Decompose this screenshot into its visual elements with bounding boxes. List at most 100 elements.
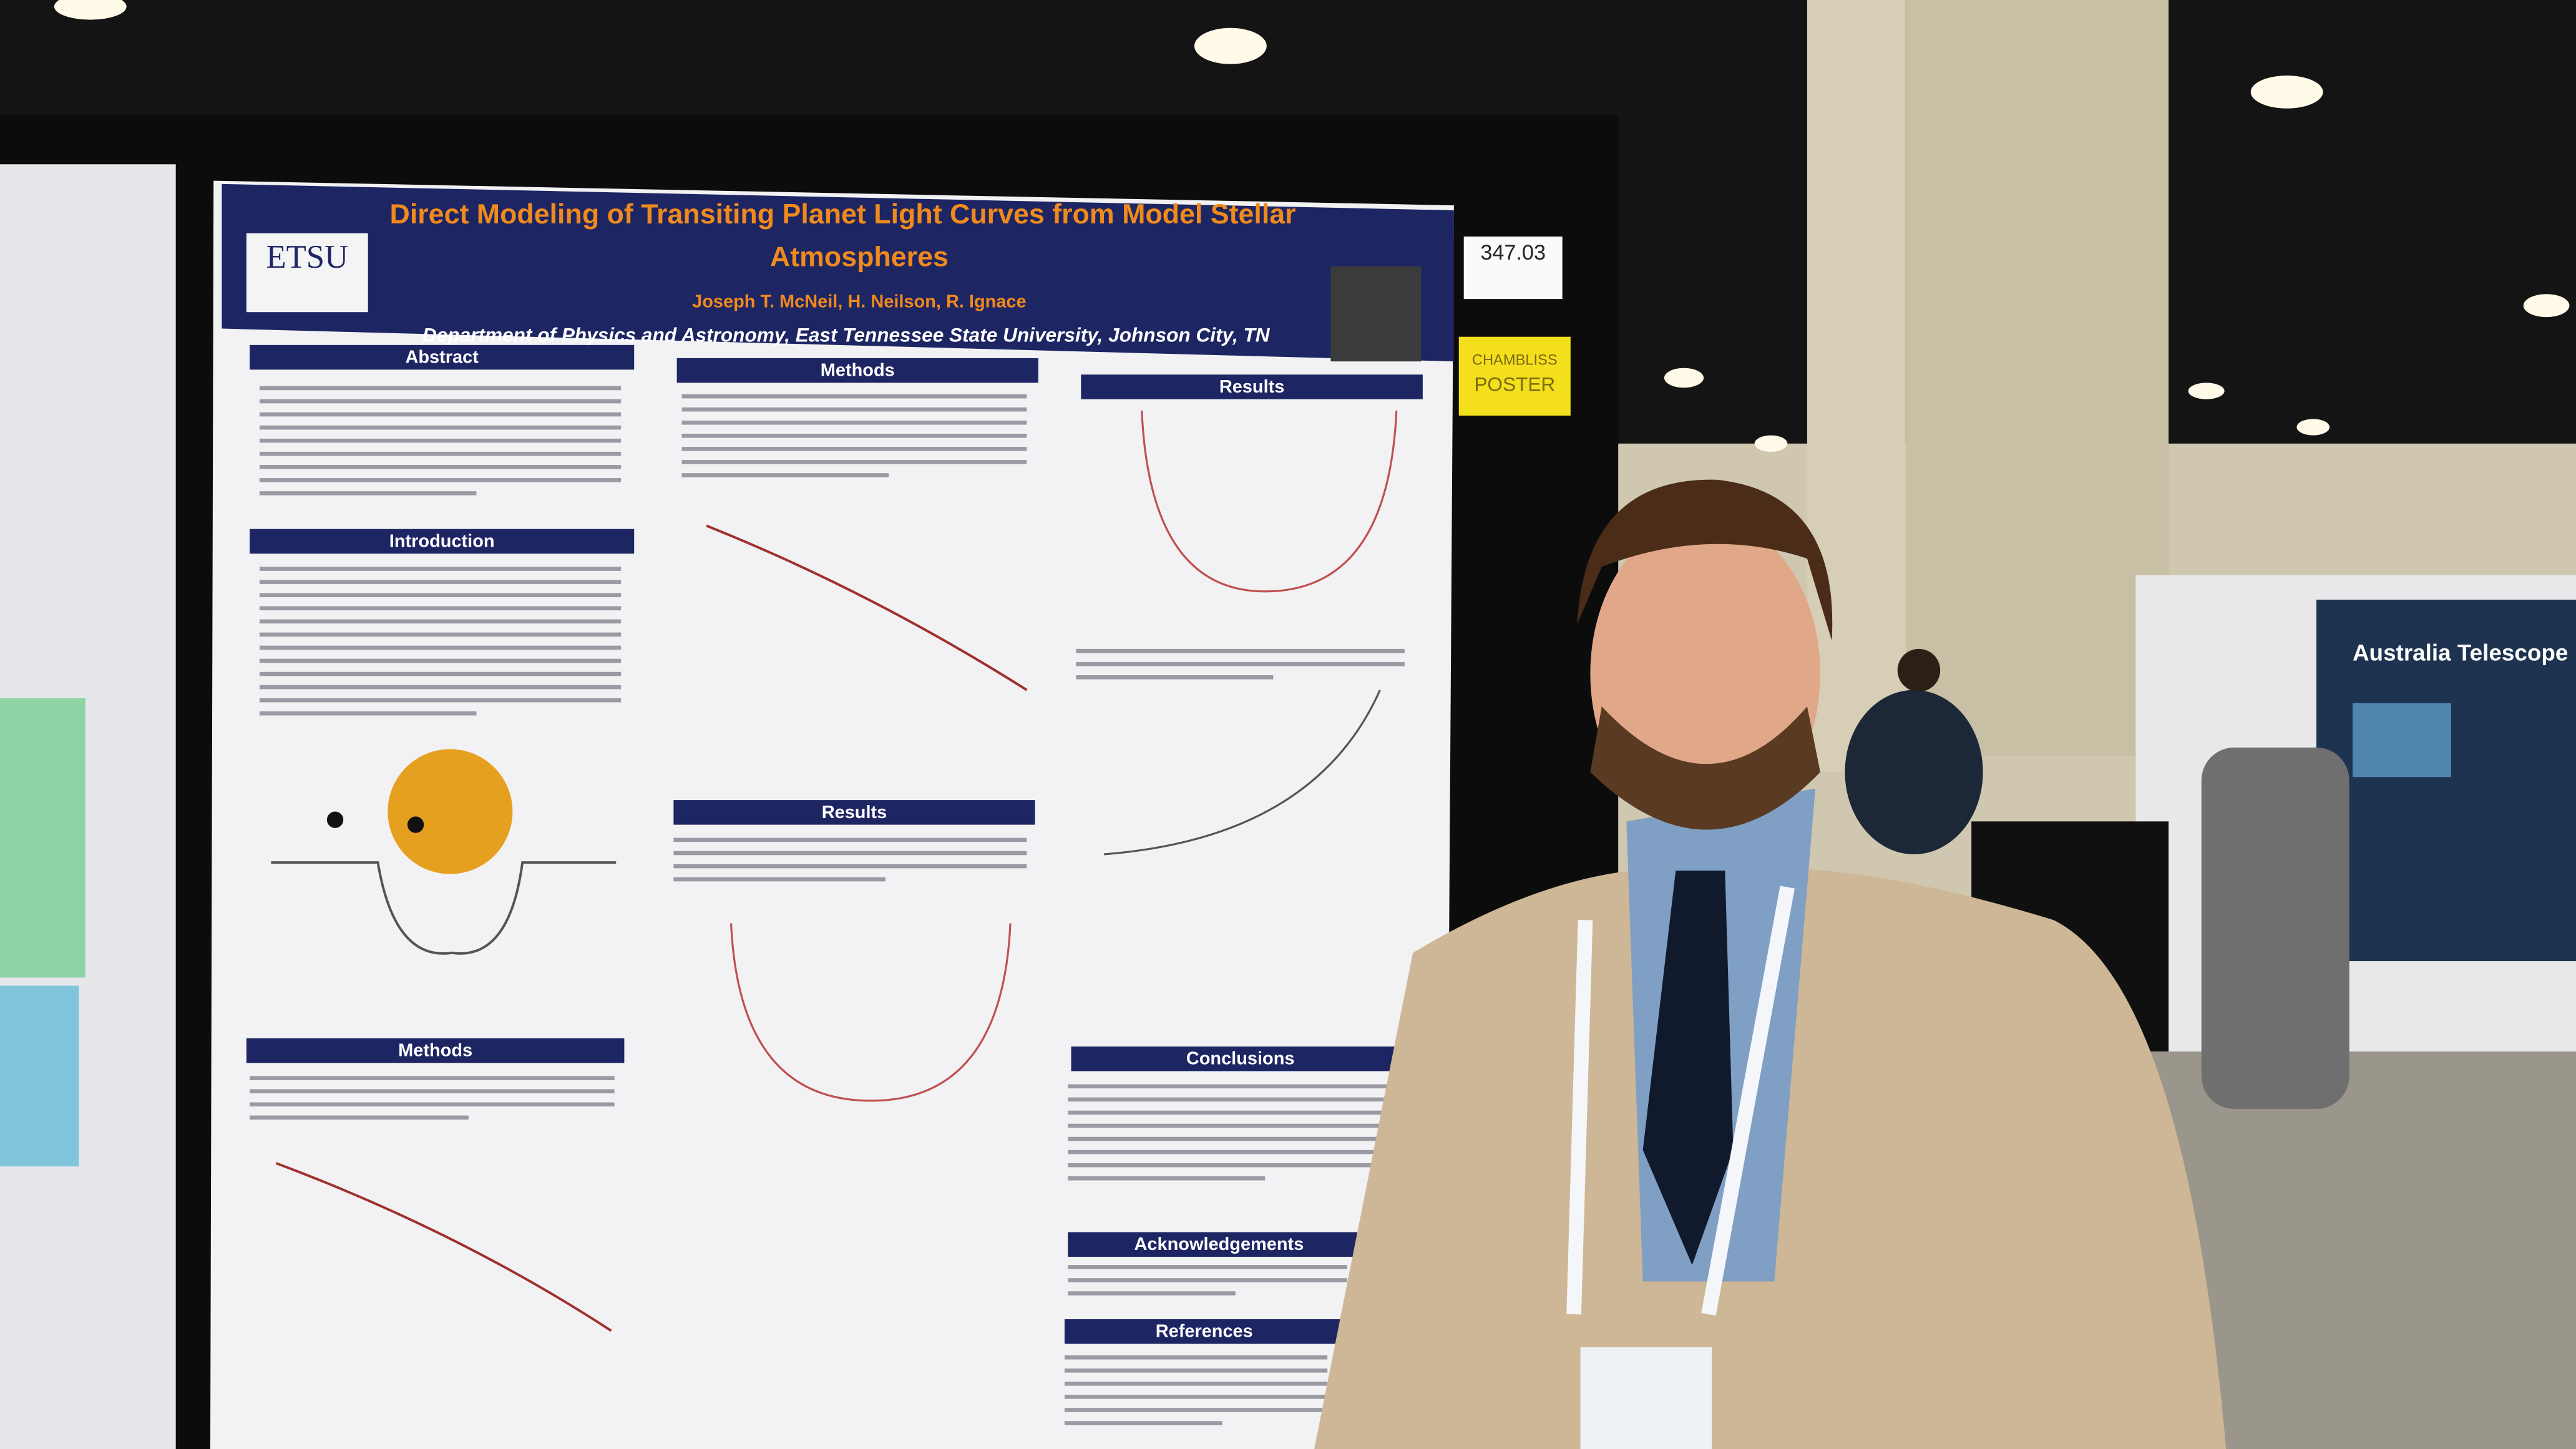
booth-banner (2316, 599, 2576, 962)
light (2188, 383, 2225, 399)
light (54, 0, 127, 20)
body-text-line (673, 851, 1027, 856)
body-text-line (1076, 675, 1274, 680)
section-heading: Results (1219, 377, 1285, 397)
body-text-line (1068, 1110, 1397, 1115)
light (2523, 294, 2570, 318)
body-text-line (250, 1102, 615, 1107)
body-text-line (259, 698, 622, 703)
badge (1580, 1347, 1712, 1449)
body-text-line (259, 451, 622, 456)
body-text-line (1064, 1355, 1328, 1360)
body-text-line (681, 473, 889, 477)
poster-title-line: Direct Modeling of Transiting Planet Lig… (390, 198, 1296, 230)
section-heading-bar (1081, 374, 1423, 399)
poster-authors: Joseph T. McNeil, H. Neilson, R. Ignace (692, 291, 1026, 311)
body-text-line (259, 386, 622, 391)
section-heading: Methods (821, 361, 895, 381)
body-text-line (1064, 1368, 1328, 1373)
body-text-line (259, 425, 622, 430)
neighbor-panel (0, 698, 85, 978)
light (2296, 419, 2330, 436)
body-text-line (1068, 1136, 1397, 1141)
poster-title-line: Atmospheres (770, 241, 949, 272)
visitors (2201, 747, 2349, 1110)
body-text-line (259, 580, 622, 584)
hair (1577, 479, 1833, 641)
section-heading-bar (250, 344, 635, 370)
body-text-line (250, 1089, 615, 1094)
body-text-line (1068, 1149, 1397, 1154)
body-text-line (259, 567, 622, 571)
curve-sketch (729, 923, 1012, 1102)
logo-box (246, 233, 368, 313)
banner-photo (2352, 703, 2451, 778)
poster-sections: Abstract Introduction Methods Methods Result… (246, 344, 1423, 1425)
body-text-line (681, 434, 1027, 438)
body-text-line (259, 465, 622, 469)
board-number: 347.03 (1480, 241, 1546, 265)
body-text-line (681, 460, 1027, 464)
body-text-line (1064, 1421, 1222, 1425)
body-text-line (259, 658, 622, 663)
body-text-line (673, 877, 886, 882)
body-text-line (259, 606, 622, 611)
body-text-line (1076, 648, 1405, 653)
planet (326, 811, 344, 828)
body-text-line (681, 407, 1027, 412)
body-text-line (259, 645, 622, 650)
light (1194, 27, 1267, 64)
board-number-card (1463, 237, 1563, 300)
section-heading-bar (673, 800, 1035, 825)
body-text-line (259, 491, 477, 495)
sticker-text: POSTER (1474, 373, 1555, 396)
body-text-line (681, 394, 1027, 399)
body-text-line (259, 478, 622, 482)
body-text-line (259, 711, 477, 716)
light (1664, 368, 1704, 388)
section-heading: Acknowledgements (1134, 1234, 1304, 1254)
planet (407, 816, 424, 833)
body-text-line (1068, 1265, 1347, 1269)
body-text-line (1064, 1408, 1328, 1412)
body-text-line (1076, 661, 1405, 666)
section-heading-bar (250, 529, 635, 554)
section-heading: Conclusions (1186, 1049, 1295, 1069)
tie (1642, 871, 1734, 1266)
poster-header (222, 183, 1454, 362)
section-heading: Methods (398, 1041, 472, 1061)
body-text-line (1068, 1123, 1397, 1128)
light (2250, 76, 2323, 109)
star-figure (388, 749, 513, 874)
body-text-line (681, 420, 1027, 425)
body-text-line (259, 593, 622, 597)
body-text-line (1068, 1084, 1397, 1089)
body-text-line (259, 399, 622, 404)
section-heading: Results (822, 803, 887, 822)
beard (1590, 706, 1820, 830)
pillar (1807, 0, 1906, 773)
section-heading-bar (676, 358, 1038, 383)
section-heading-bar (1068, 1232, 1370, 1257)
body-text-line (1068, 1097, 1397, 1102)
body-text-line (673, 864, 1027, 869)
curve-sketch (1141, 411, 1398, 593)
body-text-line (1068, 1176, 1266, 1181)
light-curve-sketch (271, 861, 617, 955)
body-text-line (1064, 1395, 1328, 1399)
section-heading-bar (246, 1038, 625, 1063)
lanyard (1566, 886, 1795, 1316)
body-text-line (1068, 1163, 1397, 1168)
visitor-head (1897, 648, 1941, 692)
body-text-line (681, 447, 1027, 451)
section-heading: References (1156, 1322, 1253, 1342)
pillar (1905, 0, 2169, 756)
curve-sketch (275, 1162, 612, 1332)
poster-affiliation: Department of Physics and Astronomy, Eas… (422, 324, 1271, 346)
logo: ETSU (266, 239, 349, 275)
body-text-line (250, 1115, 469, 1120)
section-heading-bar (1071, 1046, 1410, 1071)
curve-sketch (1104, 690, 1381, 856)
